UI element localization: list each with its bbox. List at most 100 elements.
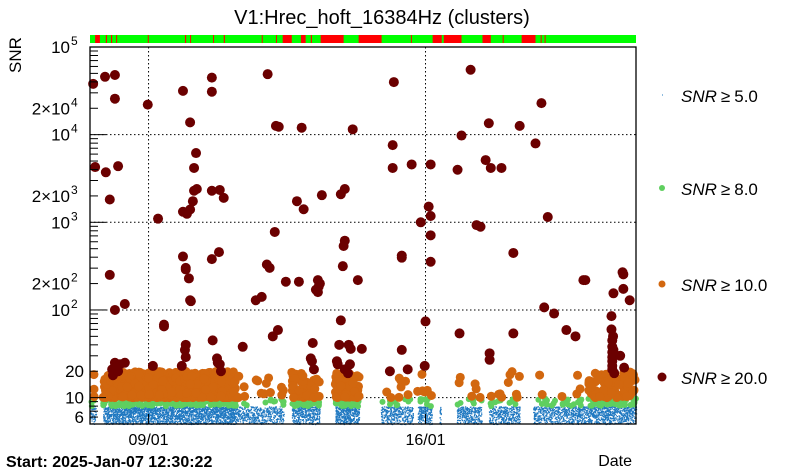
point-snr5 [263,415,265,417]
point-snr5 [118,415,120,418]
state-bar-bad-interval [544,35,546,43]
point-snr5 [427,407,429,409]
point-snr5 [463,409,465,411]
point-snr5 [241,416,243,418]
point-snr5 [390,407,392,409]
point-snr5 [337,421,340,424]
point-snr5 [400,420,402,422]
point-snr5 [138,407,140,409]
point-snr5 [172,409,174,411]
point-snr5 [223,417,225,420]
point-snr5 [381,413,383,415]
point-snr5 [203,408,205,410]
point-snr5 [479,407,482,409]
point-snr5 [142,420,144,422]
point-snr5 [406,418,408,421]
point-snr5 [391,406,393,409]
point-snr5 [234,408,236,410]
point-snr5 [341,420,343,422]
point-snr5 [266,409,268,411]
point-snr5 [155,410,157,412]
point-snr5 [461,414,463,416]
point-snr5 [478,409,480,411]
point-snr5 [317,410,319,413]
point-snr5 [419,418,421,420]
point-snr5 [146,416,148,418]
point-snr5 [465,409,467,411]
point-snr5 [338,416,340,418]
point-snr5 [215,416,217,418]
point-snr5 [202,413,204,416]
point-snr5 [239,407,241,409]
point-snr5 [397,414,399,416]
point-snr5 [171,419,174,421]
point-snr5 [239,413,241,415]
point-snr5 [118,417,120,419]
point-snr5 [231,419,233,421]
point-snr5 [336,411,338,413]
point-snr5 [341,413,343,416]
point-snr5 [149,410,151,412]
point-snr5 [202,416,205,418]
point-snr5 [473,422,475,424]
point-snr5 [128,415,131,417]
point-snr5 [140,417,142,420]
point-snr5 [171,418,173,420]
point-snr5 [190,414,192,416]
point-snr5 [210,411,212,414]
point-snr5 [169,409,171,411]
point-snr5 [95,413,98,416]
point-snr5 [104,419,106,421]
point-snr5 [470,420,473,422]
point-snr5 [187,421,189,423]
point-snr5 [345,419,347,421]
state-bar-bad-interval [443,35,462,43]
point-snr5 [163,418,165,420]
point-snr5 [391,418,393,420]
point-snr5 [199,415,201,418]
point-snr5 [233,414,236,416]
point-snr5 [498,414,501,416]
point-snr5 [260,412,262,414]
point-snr5 [172,406,174,408]
point-snr5 [106,418,109,420]
point-snr5 [352,414,354,417]
point-snr5 [312,418,314,420]
point-snr5 [205,414,207,416]
point-snr5 [168,408,171,410]
point-snr5 [469,409,471,411]
point-snr5 [237,419,239,421]
point-snr5 [463,408,465,410]
point-snr5 [457,411,460,413]
point-snr5 [106,415,108,417]
point-snr5 [297,413,299,415]
point-snr5 [105,407,107,409]
point-snr5 [304,408,306,410]
point-snr5 [508,422,510,424]
point-snr5 [357,412,359,414]
chart-title: V1:Hrec_hoft_16384Hz (clusters) [234,7,530,29]
point-snr5 [249,411,251,413]
point-snr5 [431,420,433,422]
point-snr5 [305,415,307,417]
point-snr5 [405,407,407,410]
point-snr5 [495,416,497,419]
point-snr5 [311,410,313,412]
point-snr5 [478,415,480,417]
point-snr5 [194,422,197,424]
point-snr5 [256,412,258,414]
point-snr5 [267,416,269,418]
point-snr5 [170,412,173,415]
point-snr5 [347,418,350,420]
point-snr5 [476,412,479,414]
point-snr5 [163,410,165,412]
point-snr5 [197,413,200,415]
point-snr5 [95,407,97,410]
point-snr5 [267,409,269,411]
point-snr5 [316,416,318,418]
point-snr5 [456,421,458,423]
point-snr5 [404,414,406,416]
point-snr5 [174,421,176,423]
point-snr5 [241,408,244,410]
point-snr5 [505,414,507,417]
